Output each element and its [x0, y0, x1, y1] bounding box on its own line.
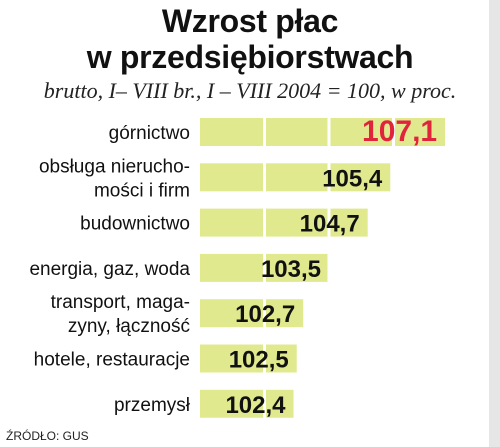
bar — [200, 118, 446, 146]
category-label: obsługa nierucho- — [39, 156, 190, 177]
bar-value-label: 102,4 — [225, 392, 286, 419]
bar — [200, 208, 368, 237]
value-labels: 107,1 105,4 104,7 103,5 102,7 102,5 102,4 — [225, 115, 437, 419]
category-labels: górnictwo obsługa nierucho-mości i firm bu… — [29, 123, 190, 416]
bars — [200, 118, 446, 418]
bar — [200, 344, 297, 373]
category-label: hotele, restauracje — [34, 350, 190, 371]
bar-value-label: 102,5 — [229, 347, 289, 374]
chart-title-line-2: w przedsiębiorstwach — [86, 39, 414, 75]
category-label: energia, gaz, woda — [29, 259, 190, 280]
category-label: mości i firm — [94, 180, 190, 201]
category-label: budownictwo — [80, 214, 190, 235]
bar-value-label: 104,7 — [300, 211, 360, 238]
bar — [200, 299, 304, 328]
right-edge-strip — [489, 0, 500, 447]
category-label: zyny, łączność — [68, 316, 190, 337]
source-note: ŹRÓDŁO: GUS — [6, 429, 89, 443]
chart-title-line-1: Wzrost płac — [161, 3, 339, 39]
category-label: transport, maga- — [51, 292, 190, 313]
category-label: górnictwo — [109, 123, 190, 144]
bar-value-label: 107,1 — [362, 115, 437, 148]
grid-lines — [263, 116, 395, 420]
bar-value-label: 103,5 — [261, 256, 321, 283]
bar-value-label: 105,4 — [322, 165, 383, 192]
bar — [200, 389, 294, 418]
category-label: przemysł — [114, 395, 191, 416]
chart-subtitle: brutto, I– VIII br., I – VIII 2004 = 100… — [43, 78, 457, 103]
bar-value-label: 102,7 — [235, 301, 295, 328]
bar — [200, 163, 391, 192]
